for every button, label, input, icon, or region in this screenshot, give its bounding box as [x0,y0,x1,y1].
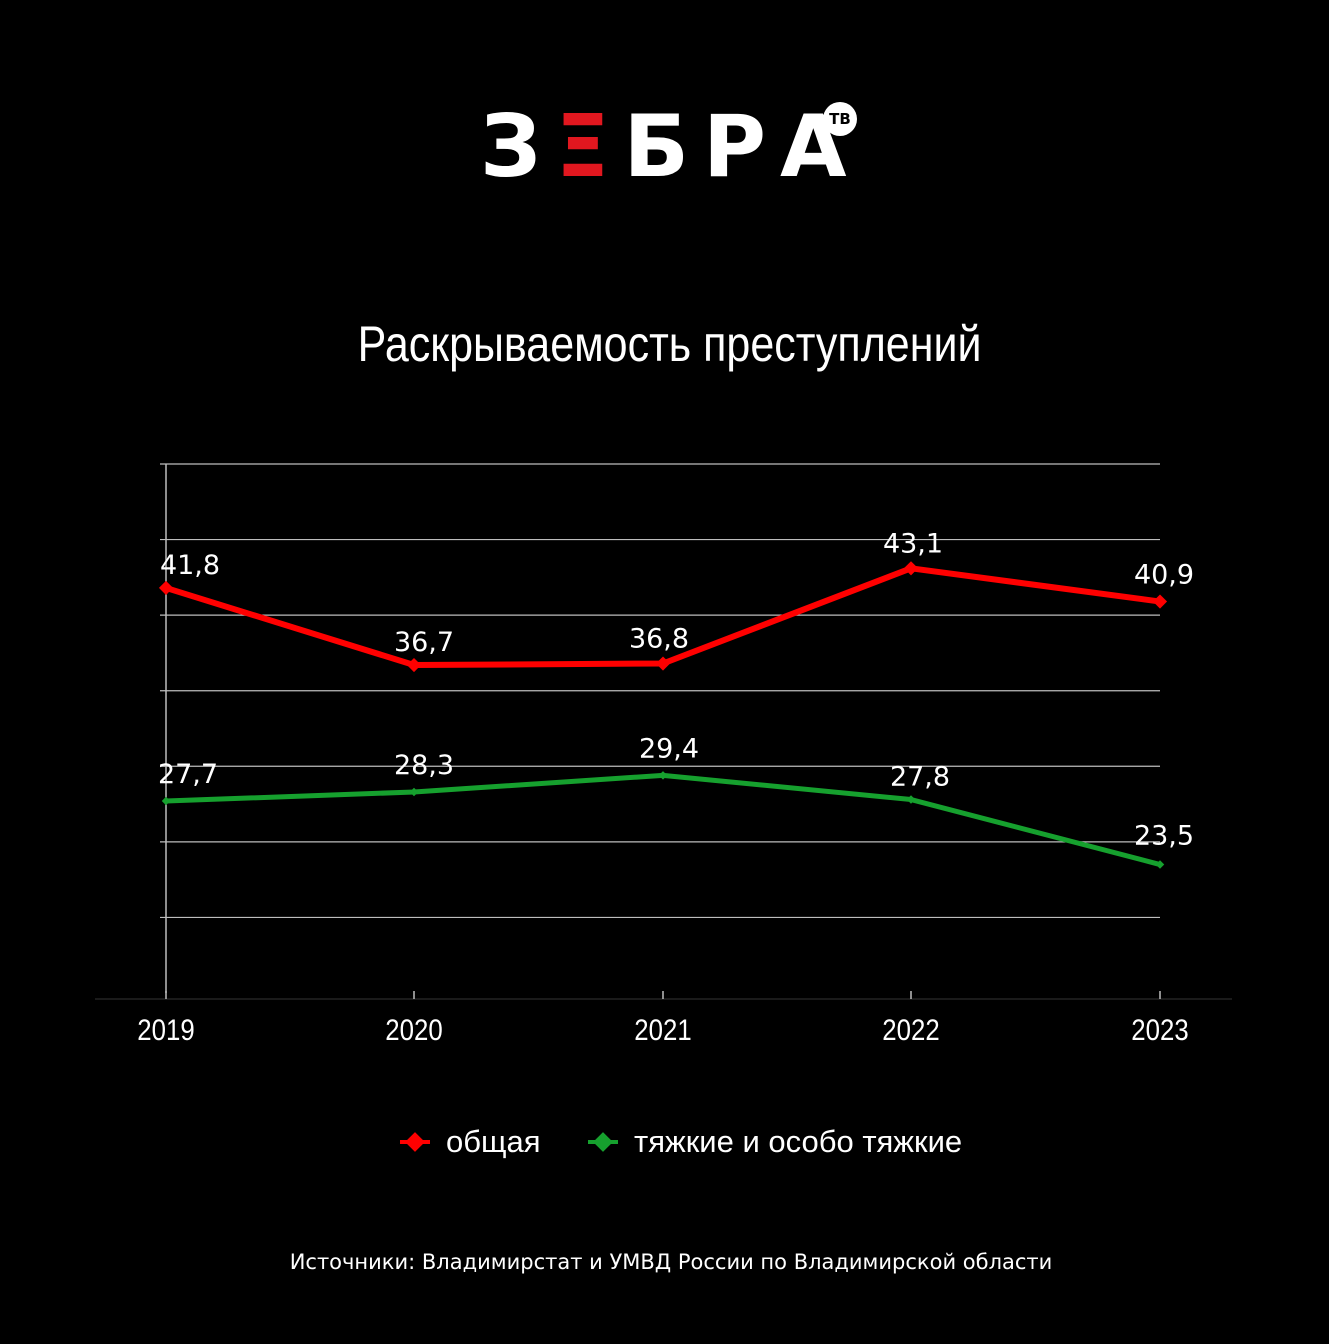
data-point [161,796,171,806]
x-tick-label: 2022 [882,1013,939,1046]
legend-marker-red [398,1127,432,1157]
data-label: 27,7 [158,759,218,790]
data-point [655,656,671,671]
data-label: 36,7 [394,627,454,658]
legend-item-tyazhkie: тяжкие и особо тяжкие [586,1122,962,1162]
chart-legend: общая тяжкие и особо тяжкие [0,1122,1329,1162]
source-note: Источники: Владимирстат и УМВД России по… [289,1250,1053,1274]
data-point [406,657,422,673]
x-tick-label: 2020 [385,1013,442,1046]
x-tick-label: 2021 [634,1013,691,1046]
line-chart: 2019 2020 2021 2022 2023 41,8 36,7 36,8 43,1 40,… [95,463,1232,1046]
data-point [1155,860,1165,869]
data-point [1152,594,1168,609]
legend-label: общая [446,1124,541,1159]
data-label: 28,3 [394,750,454,781]
data-point [906,795,916,804]
legend-item-obshchaya: общая [398,1122,541,1162]
data-label: 40,9 [1134,560,1194,591]
data-label: 29,4 [639,733,699,764]
data-point [158,580,174,596]
data-point [658,771,668,780]
data-label: 23,5 [1134,821,1194,852]
x-tick-label: 2023 [1131,1013,1188,1046]
series-line-1 [165,772,1161,867]
legend-label: тяжкие и особо тяжкие [634,1124,963,1159]
logo-wordmark: ЗΞБРА [480,97,861,197]
legend-marker-green [586,1127,620,1157]
zebra-tv-logo: ЗΞБРА ТВ [480,100,860,195]
data-label: 41,8 [160,550,220,581]
data-label: 36,8 [629,624,689,655]
data-point [903,561,919,576]
logo-badge: ТВ [823,102,857,136]
chart-title: Раскрываемость преступлений [357,316,982,372]
data-point [409,787,419,797]
x-tick-label: 2019 [137,1013,194,1046]
data-label: 43,1 [883,528,943,559]
data-label: 27,8 [890,762,950,793]
